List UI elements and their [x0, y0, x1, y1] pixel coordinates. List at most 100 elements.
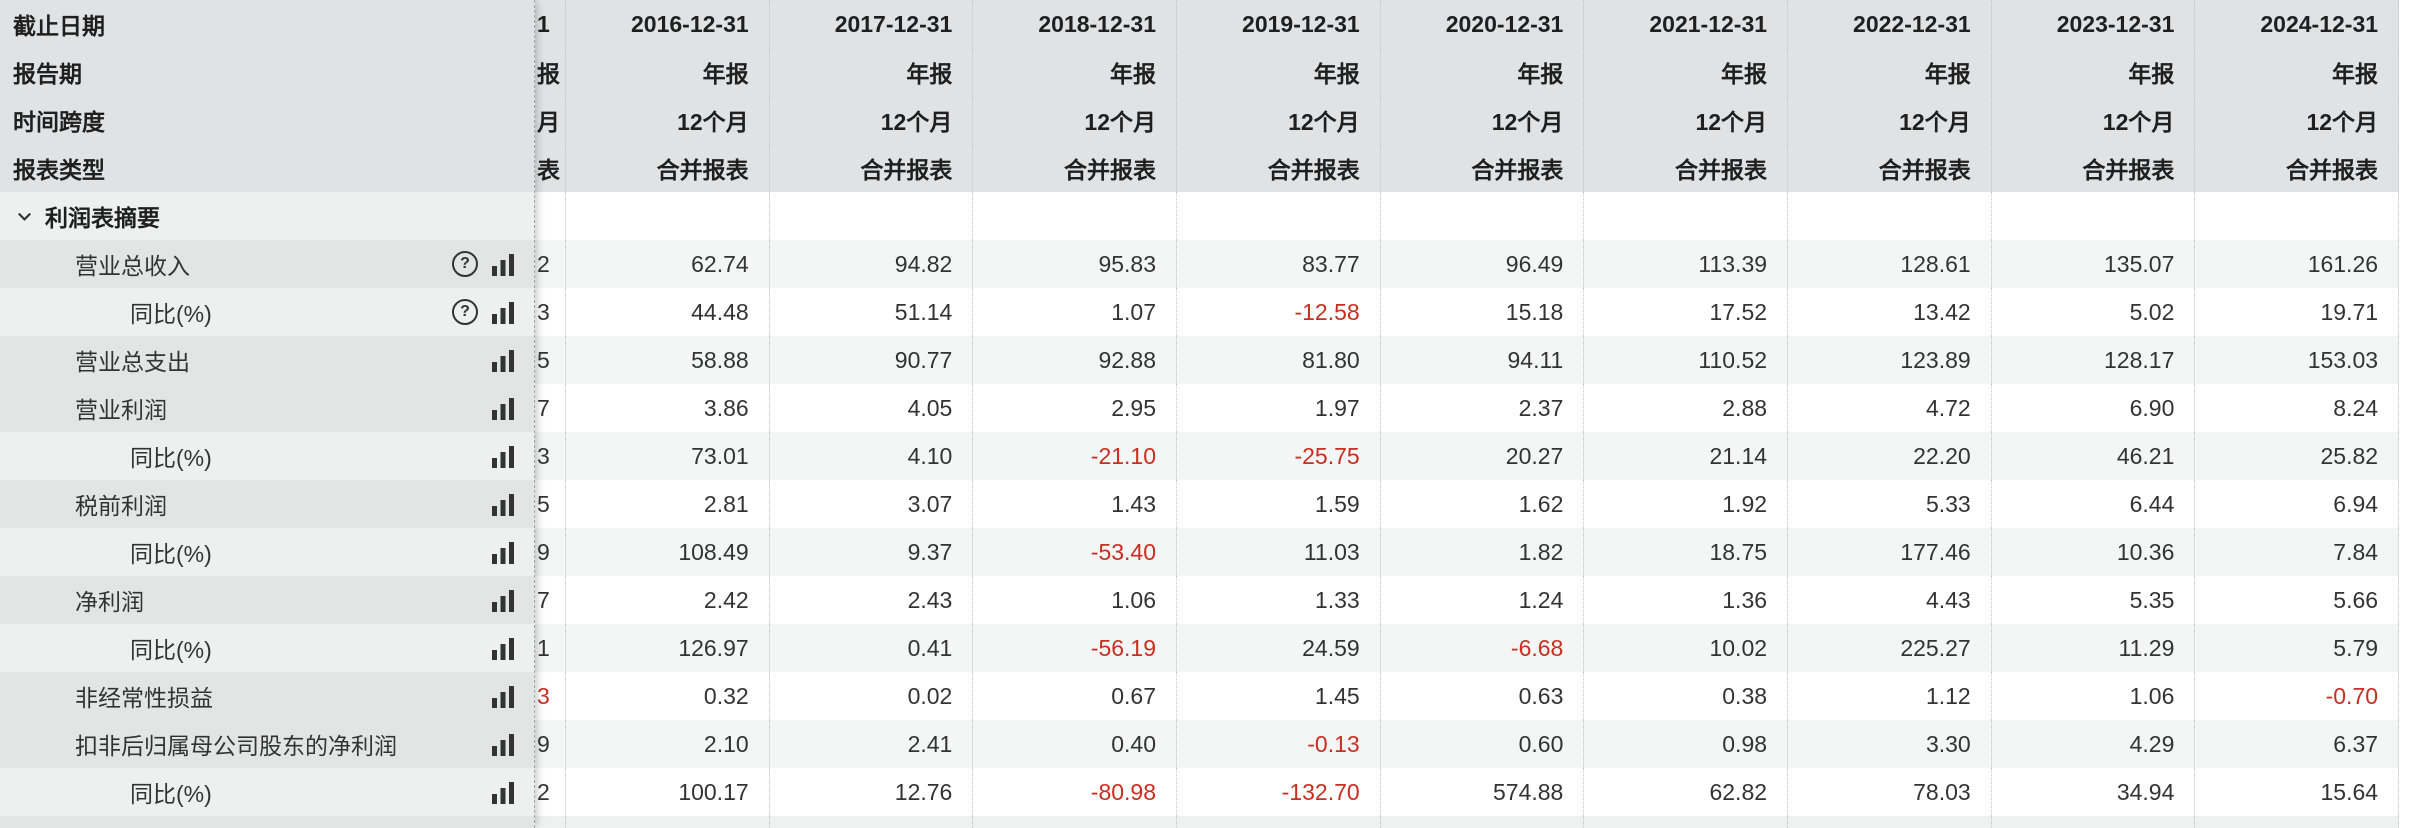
data-cell[interactable]: 22.20 [1788, 432, 1992, 480]
bar-chart-icon[interactable] [491, 493, 515, 516]
data-cell[interactable]: 1.33 [1177, 576, 1381, 624]
data-cell[interactable]: 1.43 [973, 480, 1178, 528]
data-cell[interactable]: 110.52 [1584, 336, 1789, 384]
data-cell[interactable]: 13.42 [1788, 288, 1992, 336]
data-cell[interactable]: -80.98 [973, 768, 1178, 816]
data-cell[interactable]: 21.14 [1584, 432, 1789, 480]
data-cell[interactable]: -25.75 [1177, 432, 1381, 480]
data-cell[interactable]: 2.37 [1381, 384, 1585, 432]
data-cell[interactable]: 1.12 [1788, 672, 1992, 720]
data-cell[interactable]: 24.59 [1177, 624, 1381, 672]
bar-chart-icon[interactable] [491, 445, 515, 468]
data-cell[interactable]: 96.49 [1381, 240, 1585, 288]
data-cell[interactable]: 1.59 [1177, 480, 1381, 528]
data-cell[interactable]: 62.82 [1584, 768, 1789, 816]
metric-label[interactable]: 营业利润 [75, 397, 167, 423]
data-cell[interactable]: 0.02 [770, 672, 974, 720]
data-cell[interactable]: 6.90 [1992, 384, 2196, 432]
metric-label[interactable]: 扣非后归属母公司股东的净利润 [75, 733, 397, 759]
data-cell[interactable]: 18.75 [1584, 528, 1789, 576]
data-cell[interactable]: 5.33 [1788, 480, 1992, 528]
clipped-cell[interactable]: 7 [535, 384, 566, 432]
bar-chart-icon[interactable] [491, 541, 515, 564]
data-cell[interactable]: 0.41 [770, 624, 974, 672]
metric-label[interactable]: 同比(%) [130, 445, 212, 471]
data-cell[interactable]: 78.03 [1788, 768, 1992, 816]
clipped-cell[interactable]: 9 [535, 528, 566, 576]
bar-chart-icon[interactable] [491, 637, 515, 660]
data-cell[interactable]: 2.41 [770, 720, 974, 768]
data-cell[interactable]: 15.64 [2195, 768, 2400, 816]
clipped-cell[interactable]: 2 [535, 240, 566, 288]
clipped-cell[interactable]: 1 [535, 624, 566, 672]
data-cell[interactable]: 4.10 [770, 432, 974, 480]
data-cell[interactable]: 0.63 [1381, 672, 1585, 720]
data-cell[interactable]: 0.60 [1381, 720, 1585, 768]
data-cell[interactable]: 0.40 [973, 720, 1178, 768]
metric-label[interactable]: 同比(%) [130, 637, 212, 663]
data-cell[interactable]: 8.24 [2195, 384, 2400, 432]
data-cell[interactable]: 574.88 [1381, 768, 1585, 816]
data-cell[interactable]: 81.80 [1177, 336, 1381, 384]
data-cell[interactable]: 1.06 [1992, 672, 2196, 720]
data-cell[interactable]: 83.77 [1177, 240, 1381, 288]
data-cell[interactable]: 128.17 [1992, 336, 2196, 384]
data-cell[interactable]: 4.43 [1788, 576, 1992, 624]
metric-label[interactable]: 同比(%) [130, 301, 212, 327]
data-cell[interactable]: 1.36 [1584, 576, 1789, 624]
data-cell[interactable]: 5.35 [1992, 576, 2196, 624]
data-cell[interactable]: 58.88 [566, 336, 770, 384]
metric-label[interactable]: 税前利润 [75, 493, 167, 519]
data-cell[interactable]: 10.36 [1992, 528, 2196, 576]
data-cell[interactable]: 51.14 [770, 288, 974, 336]
clipped-cell[interactable]: 3 [535, 432, 566, 480]
data-cell[interactable]: 2.10 [566, 720, 770, 768]
data-cell[interactable]: -0.13 [1177, 720, 1381, 768]
data-cell[interactable]: 153.03 [2195, 336, 2400, 384]
data-cell[interactable]: -56.19 [973, 624, 1178, 672]
metric-label[interactable]: 营业总收入 [75, 253, 190, 279]
data-cell[interactable]: 73.01 [566, 432, 770, 480]
data-cell[interactable]: 6.94 [2195, 480, 2400, 528]
data-cell[interactable]: 177.46 [1788, 528, 1992, 576]
data-cell[interactable]: 135.07 [1992, 240, 2196, 288]
data-cell[interactable]: 4.29 [1992, 720, 2196, 768]
data-cell[interactable]: 20.27 [1381, 432, 1585, 480]
data-cell[interactable]: 46.21 [1992, 432, 2196, 480]
bar-chart-icon[interactable] [491, 733, 515, 756]
data-cell[interactable]: 1.82 [1381, 528, 1585, 576]
data-cell[interactable]: -21.10 [973, 432, 1178, 480]
data-cell[interactable]: 11.29 [1992, 624, 2196, 672]
data-cell[interactable]: 62.74 [566, 240, 770, 288]
data-cell[interactable]: 6.37 [2195, 720, 2400, 768]
data-cell[interactable]: 4.72 [1788, 384, 1992, 432]
data-cell[interactable]: 19.71 [2195, 288, 2400, 336]
data-cell[interactable]: 9.37 [770, 528, 974, 576]
data-cell[interactable]: 0.67 [973, 672, 1178, 720]
data-cell[interactable]: 3.86 [566, 384, 770, 432]
data-cell[interactable]: 34.94 [1992, 768, 2196, 816]
data-cell[interactable]: 2.42 [566, 576, 770, 624]
data-cell[interactable]: 2.43 [770, 576, 974, 624]
data-cell[interactable]: 11.03 [1177, 528, 1381, 576]
metric-label[interactable]: 净利润 [75, 589, 144, 615]
data-cell[interactable]: 10.02 [1584, 624, 1789, 672]
bar-chart-icon[interactable] [491, 349, 515, 372]
section-label[interactable]: 利润表摘要 [45, 205, 160, 231]
help-icon[interactable]: ? [452, 299, 478, 325]
data-cell[interactable]: 3.07 [770, 480, 974, 528]
data-cell[interactable]: 0.32 [566, 672, 770, 720]
data-cell[interactable]: 2.95 [973, 384, 1178, 432]
clipped-cell[interactable]: 9 [535, 720, 566, 768]
data-cell[interactable]: 7.84 [2195, 528, 2400, 576]
data-cell[interactable]: 94.11 [1381, 336, 1585, 384]
data-cell[interactable]: 1.92 [1584, 480, 1789, 528]
bar-chart-icon[interactable] [491, 781, 515, 804]
data-cell[interactable]: 225.27 [1788, 624, 1992, 672]
data-cell[interactable]: 94.82 [770, 240, 974, 288]
chevron-down-icon[interactable] [15, 207, 34, 226]
bar-chart-icon[interactable] [491, 301, 515, 324]
clipped-cell[interactable]: 3 [535, 672, 566, 720]
data-cell[interactable]: -6.68 [1381, 624, 1585, 672]
data-cell[interactable]: 0.38 [1584, 672, 1789, 720]
